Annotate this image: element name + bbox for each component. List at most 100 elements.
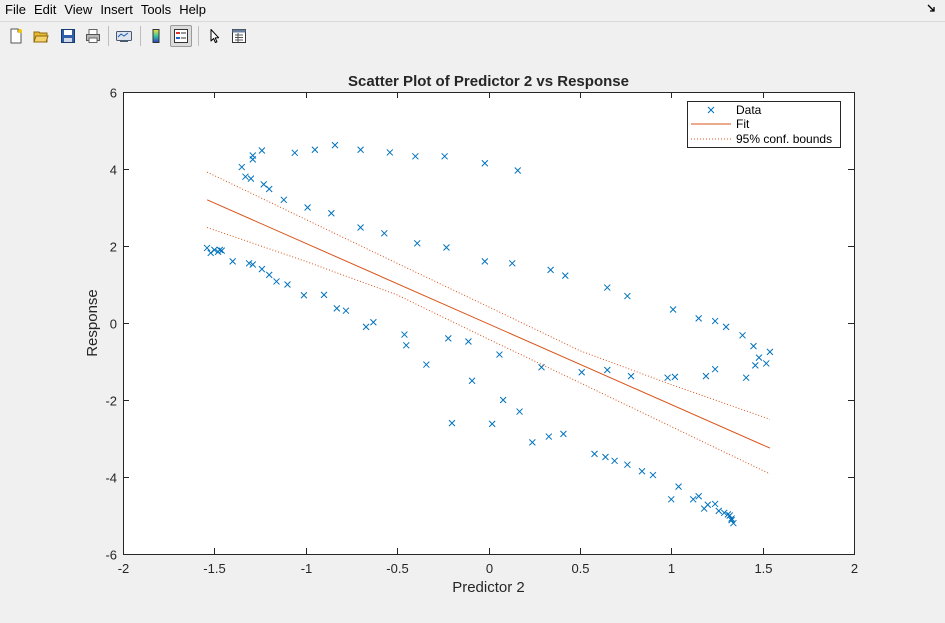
data-point	[751, 361, 759, 369]
menu-insert[interactable]: Insert	[100, 2, 133, 17]
data-point	[742, 374, 750, 382]
scatter-chart: Scatter Plot of Predictor 2 vs Response …	[84, 73, 858, 596]
arrow-pointer-icon	[210, 29, 220, 43]
data-point	[448, 419, 456, 427]
data-point	[603, 284, 611, 291]
x-tick-label: 2	[851, 561, 858, 576]
data-point	[284, 281, 291, 288]
data-point	[638, 467, 646, 475]
data-point	[702, 372, 710, 380]
data-point	[664, 374, 671, 382]
data-point	[423, 361, 430, 368]
legend-button[interactable]	[170, 25, 192, 47]
new-file-icon	[10, 28, 22, 44]
data-point	[362, 323, 370, 331]
data-point	[357, 224, 364, 231]
data-point	[667, 495, 675, 503]
menu-view[interactable]: View	[64, 2, 93, 17]
data-point	[722, 323, 730, 331]
menu-help[interactable]: Help	[179, 2, 206, 17]
data-point	[211, 246, 218, 254]
toolbar-separator	[108, 26, 109, 46]
data-point	[591, 450, 598, 458]
data-point	[245, 259, 253, 267]
data-point	[280, 196, 288, 204]
legend-data-swatch	[707, 106, 715, 114]
y-tick-label: 0	[110, 317, 117, 332]
data-point	[412, 152, 419, 160]
data-point	[218, 247, 226, 254]
property-inspector-icon	[232, 29, 246, 43]
data-point	[444, 335, 452, 342]
data-point	[216, 246, 224, 254]
figure-toolbar	[0, 21, 945, 50]
printer-icon	[86, 29, 100, 43]
data-point	[730, 519, 737, 527]
save-button[interactable]	[57, 25, 79, 47]
data-point	[704, 501, 712, 509]
data-point	[370, 318, 377, 326]
dock-arrow-icon[interactable]	[927, 2, 937, 16]
menu-tools[interactable]: Tools	[140, 2, 172, 17]
link-plot-icon	[116, 31, 132, 42]
print-button[interactable]	[82, 25, 104, 47]
data-point	[669, 306, 677, 313]
legend[interactable]: Data Fit 95% conf. bounds	[687, 101, 841, 148]
menu-edit[interactable]: Edit	[33, 2, 57, 17]
data-point	[238, 163, 246, 171]
data-point	[401, 331, 408, 338]
data-point	[627, 372, 635, 380]
data-point	[624, 292, 631, 300]
data-point	[516, 408, 523, 415]
legend-fit-label: Fit	[736, 117, 750, 131]
toolbar-separator	[198, 26, 199, 46]
menu-bar: File Edit View Insert Tools Help	[0, 0, 945, 20]
data-point	[545, 433, 553, 440]
data-point	[578, 368, 586, 376]
data-point	[715, 507, 723, 515]
colorbar-button[interactable]	[145, 25, 167, 47]
data-point	[258, 147, 266, 154]
data-point	[300, 291, 308, 299]
data-point	[695, 315, 703, 322]
legend-data-label: Data	[736, 103, 762, 117]
x-tick-label: 1	[668, 561, 675, 576]
edit-plot-button[interactable]	[203, 25, 225, 47]
data-point	[728, 515, 735, 522]
x-tick-label: 0	[486, 561, 493, 576]
confidence-bound-line	[206, 171, 771, 420]
axes-frame	[123, 92, 855, 555]
data-point	[675, 483, 682, 490]
x-axis-label: Predictor 2	[452, 579, 525, 596]
toolbar-separator	[140, 26, 141, 46]
data-point	[265, 271, 273, 279]
data-point	[441, 152, 448, 160]
y-axis-label: Response	[84, 289, 101, 357]
link-plot-button[interactable]	[113, 25, 135, 47]
data-point	[402, 341, 410, 349]
data-point	[320, 291, 328, 299]
data-point	[561, 272, 569, 279]
data-point	[726, 512, 734, 519]
data-point	[249, 261, 257, 268]
y-tick-label: 4	[110, 163, 117, 178]
x-tick-label: 1.5	[754, 561, 772, 576]
open-file-button[interactable]	[30, 25, 52, 47]
data-point	[496, 351, 503, 358]
new-figure-button[interactable]	[5, 25, 27, 47]
data-point	[695, 492, 703, 500]
legend-bounds-label: 95% conf. bounds	[736, 132, 832, 146]
y-tick-label: 6	[110, 86, 117, 101]
property-inspector-button[interactable]	[228, 25, 250, 47]
data-point	[357, 146, 364, 154]
x-tick-label: 0.5	[571, 561, 589, 576]
x-tick-label: -0.5	[386, 561, 408, 576]
menu-file[interactable]: File	[5, 2, 26, 17]
data-point	[481, 258, 489, 265]
data-point	[499, 396, 507, 404]
y-tick-label: -2	[105, 394, 117, 409]
data-point	[547, 266, 554, 274]
colorbar-icon	[152, 29, 160, 43]
axes-background[interactable]	[123, 92, 854, 554]
data-point	[342, 307, 350, 315]
